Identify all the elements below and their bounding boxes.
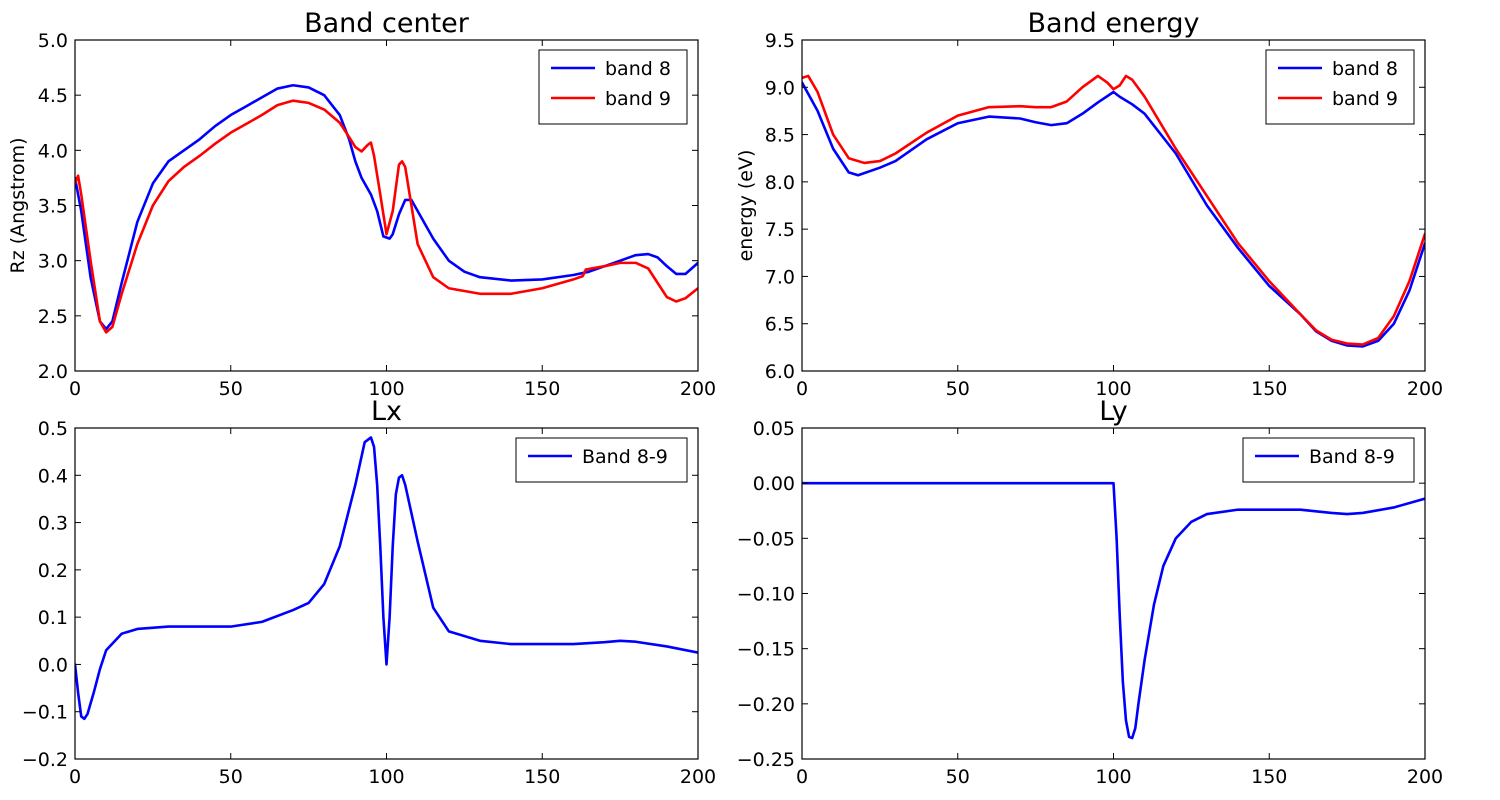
chart-panel-3: 0 50 100 150 200 −0.2 −0.1 0.0 0.1 0.2 0.3 0.4 0.5 Lx… xyxy=(22,396,716,788)
y-tick-label: 0.2 xyxy=(38,560,68,582)
y-tick-label: −0.05 xyxy=(737,528,795,550)
x-tick-label: 200 xyxy=(1407,766,1443,788)
y-axis-label: Rz (Angstrom) xyxy=(7,137,29,273)
chart-title: Band energy xyxy=(1028,8,1200,39)
legend-label: band 9 xyxy=(1332,88,1398,110)
y-tick-label: 5.0 xyxy=(38,30,68,52)
x-tick-label: 150 xyxy=(524,378,560,400)
y-tick-label: 6.5 xyxy=(765,314,795,336)
x-tick-label: 50 xyxy=(219,766,243,788)
series-line-band-9 xyxy=(802,74,1425,346)
y-tick-label: −0.20 xyxy=(737,694,795,716)
y-tick-label: 3.5 xyxy=(38,196,68,218)
x-tick-label: 200 xyxy=(680,766,716,788)
chart-panel-1: 0 50 100 150 200 2.0 2.5 3.0 3.5 4.0 4.5 5.0 Band ce… xyxy=(7,8,716,400)
y-tick-label: 2.0 xyxy=(38,361,68,383)
series-line-band-9 xyxy=(75,99,698,334)
legend-label: band 8 xyxy=(1332,58,1398,80)
x-tick-label: 0 xyxy=(69,766,81,788)
y-tick-label: −0.10 xyxy=(737,584,795,606)
x-tick-label: 100 xyxy=(368,378,404,400)
y-tick-label: −0.2 xyxy=(22,749,68,771)
y-tick-label: 0.5 xyxy=(38,418,68,440)
y-tick-label: 4.5 xyxy=(38,85,68,107)
x-tick-label: 200 xyxy=(1407,378,1443,400)
legend-box xyxy=(1265,49,1415,125)
legend-box xyxy=(515,437,688,483)
y-tick-label: −0.25 xyxy=(737,749,795,771)
chart-panel-4: 0 50 100 150 200 −0.25 −0.20 −0.15 −0.10 −0.05 0.0… xyxy=(737,396,1443,788)
legend-label: band 8 xyxy=(605,58,671,80)
x-tick-label: 0 xyxy=(796,378,808,400)
y-tick-label: −0.1 xyxy=(22,702,68,724)
x-tick-label: 100 xyxy=(1095,766,1131,788)
y-tick-label: 6.0 xyxy=(765,361,795,383)
x-tick-label: 150 xyxy=(1251,378,1287,400)
y-tick-label: 9.5 xyxy=(765,30,795,52)
y-tick-label: 7.5 xyxy=(765,219,795,241)
x-tick-label: 50 xyxy=(946,766,970,788)
x-tick-label: 0 xyxy=(796,766,808,788)
y-tick-label: 4.0 xyxy=(38,140,68,162)
series-line-band-8-9 xyxy=(802,481,1425,740)
y-tick-label: 0.1 xyxy=(38,607,68,629)
legend: band 8 band 9 xyxy=(1265,49,1415,125)
y-tick-label: 8.5 xyxy=(765,125,795,147)
x-tick-label: 0 xyxy=(69,378,81,400)
legend-label: Band 8-9 xyxy=(1309,446,1395,468)
series-line-band-8 xyxy=(802,81,1425,348)
y-tick-label: 0.3 xyxy=(38,513,68,535)
y-axis-label: energy (eV) xyxy=(735,150,757,262)
x-tick-label: 100 xyxy=(368,766,404,788)
x-tick-label: 150 xyxy=(524,766,560,788)
y-tick-label: 0.00 xyxy=(753,473,795,495)
legend-box xyxy=(538,49,688,125)
x-tick-label: 200 xyxy=(680,378,716,400)
chart-panel-2: 0 50 100 150 200 6.0 6.5 7.0 7.5 8.0 8.5 9.0 9.5 Band… xyxy=(735,8,1443,400)
x-tick-label: 50 xyxy=(946,378,970,400)
legend: band 8 band 9 xyxy=(538,49,688,125)
y-tick-label: 7.0 xyxy=(765,266,795,288)
y-tick-label: 9.0 xyxy=(765,77,795,99)
y-tick-label: 2.5 xyxy=(38,306,68,328)
series-line-band-8-9 xyxy=(75,436,698,721)
legend: Band 8-9 xyxy=(1242,437,1415,483)
legend-label: Band 8-9 xyxy=(582,446,668,468)
chart-title: Band center xyxy=(304,8,470,39)
legend-label: band 9 xyxy=(605,88,671,110)
y-tick-label: −0.15 xyxy=(737,639,795,661)
x-tick-label: 150 xyxy=(1251,766,1287,788)
y-tick-label: 0.05 xyxy=(753,418,795,440)
y-tick-label: 0.0 xyxy=(38,654,68,676)
y-tick-label: 3.0 xyxy=(38,251,68,273)
legend: Band 8-9 xyxy=(515,437,688,483)
y-tick-label: 8.0 xyxy=(765,172,795,194)
chart-title: Lx xyxy=(371,396,402,427)
x-tick-label: 100 xyxy=(1095,378,1131,400)
y-tick-label: 0.4 xyxy=(38,465,68,487)
legend-box xyxy=(1242,437,1415,483)
chart-title: Ly xyxy=(1099,396,1128,427)
x-tick-label: 50 xyxy=(219,378,243,400)
